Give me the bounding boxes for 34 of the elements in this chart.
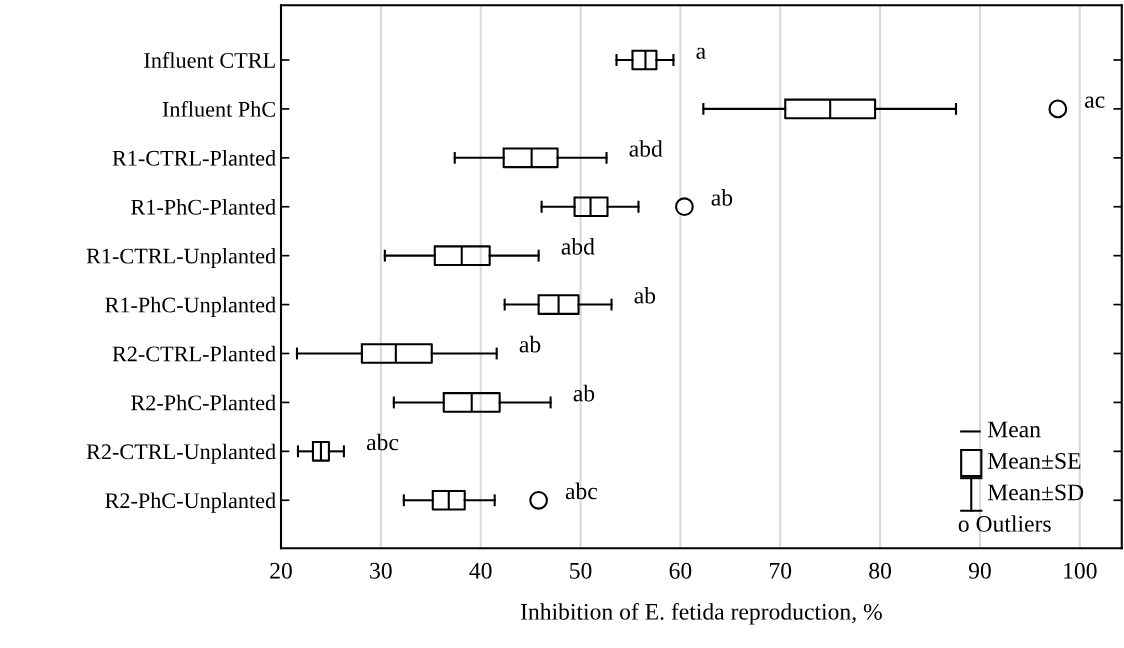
x-tick-label: 100 (1064, 562, 1097, 579)
y-tick-label: R1-PhC-Unplanted (105, 296, 276, 318)
x-tick-label: 50 (570, 562, 592, 579)
y-tick-label: Influent PhC (162, 100, 275, 117)
annotation: ab (573, 384, 595, 402)
y-tick-label: R2-CTRL-Unplanted (86, 443, 276, 464)
annotation: ab (519, 335, 541, 353)
x-tick-label: 80 (869, 562, 892, 579)
annotation: abc (366, 433, 399, 451)
annotation: abd (629, 140, 663, 157)
y-tick-label: R2-PhC-Unplanted (105, 492, 276, 513)
annotation: a (696, 47, 706, 59)
annotation: Mean (987, 421, 1041, 438)
annotation: ab (711, 189, 733, 206)
annotation: abd (561, 238, 595, 255)
y-tick-label: R1-CTRL-Planted (112, 150, 276, 166)
x-tick-label: 20 (270, 562, 292, 579)
x-tick-label: 70 (770, 562, 792, 579)
y-tick-label: Influent CTRL (144, 52, 275, 68)
annotation: Mean±SD (987, 484, 1084, 501)
y-tick-label: R2-PhC-Planted (131, 394, 276, 411)
x-tick-label: 30 (370, 562, 392, 579)
annotation: o Outliers (958, 515, 1051, 532)
x-axis-title: Inhibition of E. fetida reproduction, % (520, 602, 882, 625)
y-tick-label: R1-CTRL-Unplanted (86, 247, 276, 269)
x-tick-label: 60 (669, 562, 692, 579)
x-tick-label: 40 (469, 562, 492, 579)
x-tick-label: 90 (968, 562, 991, 579)
y-tick-label: R1-PhC-Planted (131, 199, 276, 215)
annotation: Mean±SE (987, 453, 1081, 469)
annotation: ab (634, 286, 656, 304)
annotation: abc (565, 482, 598, 500)
y-tick-label: R2-CTRL-Planted (112, 345, 276, 362)
annotation: ac (1085, 96, 1105, 108)
